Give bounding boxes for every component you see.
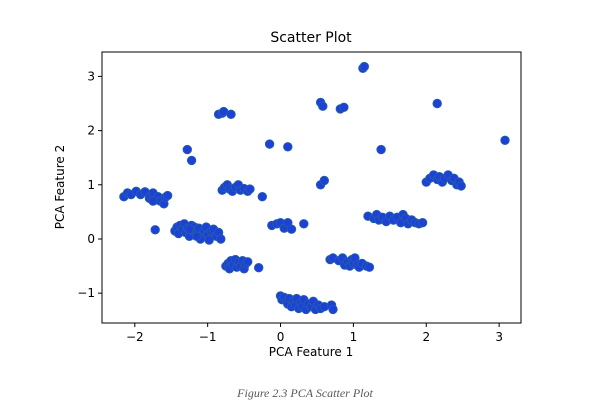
data-point xyxy=(226,109,236,120)
data-point xyxy=(148,196,158,206)
data-point xyxy=(339,102,349,113)
x-axis-label: PCA Feature 1 xyxy=(269,345,353,359)
figure-caption: Figure 2.3 PCA Scatter Plot xyxy=(237,386,373,400)
y-tick-label: 1 xyxy=(87,178,95,192)
data-point xyxy=(243,257,253,267)
data-point xyxy=(150,225,160,235)
x-tick-label: 2 xyxy=(422,330,430,344)
data-point xyxy=(286,224,297,234)
data-point xyxy=(328,304,338,315)
data-point xyxy=(257,192,267,202)
x-tick-label: 3 xyxy=(495,330,503,344)
data-point xyxy=(245,184,255,194)
data-point xyxy=(500,135,510,146)
y-tick-label: 2 xyxy=(87,124,95,138)
x-tick-label: 0 xyxy=(277,330,285,344)
x-tick-label: −2 xyxy=(126,330,144,344)
data-point xyxy=(264,139,275,149)
data-point xyxy=(376,144,386,155)
point-layer xyxy=(119,61,510,315)
data-point xyxy=(417,218,428,228)
data-point xyxy=(204,235,214,245)
y-axis-label: PCA Feature 2 xyxy=(53,145,67,229)
y-tick-label: 3 xyxy=(87,69,95,83)
data-point xyxy=(182,144,193,155)
data-point xyxy=(364,262,375,272)
data-point xyxy=(283,142,293,152)
x-tick-label: −1 xyxy=(199,330,217,344)
chart-title: Scatter Plot xyxy=(270,30,352,46)
data-point xyxy=(318,101,328,111)
x-tick-label: 1 xyxy=(350,330,358,344)
y-tick-label: 0 xyxy=(87,232,95,246)
data-point xyxy=(254,263,264,273)
data-point xyxy=(186,155,197,166)
data-point xyxy=(359,61,369,72)
x-axis: −2 −1 0 1 2 3 xyxy=(126,323,503,344)
data-point xyxy=(216,234,226,244)
data-point xyxy=(184,224,195,234)
data-point xyxy=(299,219,309,229)
data-point xyxy=(432,98,442,109)
data-point xyxy=(162,190,173,201)
data-point xyxy=(456,181,466,191)
y-tick-label: −1 xyxy=(77,286,95,300)
data-point xyxy=(192,231,202,242)
data-point xyxy=(319,175,329,186)
plot-frame xyxy=(101,51,522,324)
y-axis: −1 0 1 2 3 xyxy=(77,69,102,300)
